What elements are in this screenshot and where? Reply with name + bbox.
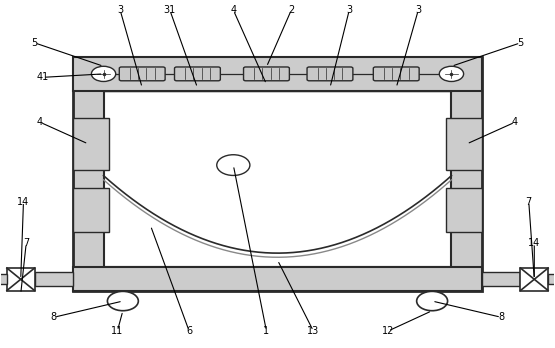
- Bar: [446, 188, 482, 232]
- Text: 41: 41: [37, 72, 49, 82]
- Text: 3: 3: [415, 5, 421, 15]
- Circle shape: [440, 66, 463, 81]
- Bar: [73, 188, 109, 232]
- Text: 4: 4: [37, 117, 43, 127]
- Bar: [0, 274, 7, 284]
- Text: 3: 3: [346, 5, 352, 15]
- Circle shape: [217, 155, 250, 175]
- Text: 6: 6: [186, 326, 192, 336]
- Bar: [73, 118, 109, 171]
- Bar: [548, 274, 555, 284]
- Circle shape: [92, 66, 115, 81]
- Text: 2: 2: [288, 5, 295, 15]
- Bar: [104, 91, 451, 267]
- Circle shape: [108, 291, 138, 311]
- FancyBboxPatch shape: [119, 67, 165, 81]
- Text: 1: 1: [264, 326, 270, 336]
- Text: 4: 4: [512, 117, 518, 127]
- Text: 31: 31: [164, 5, 176, 15]
- Text: 12: 12: [382, 326, 394, 336]
- FancyBboxPatch shape: [374, 67, 419, 81]
- Text: 7: 7: [23, 238, 29, 248]
- Text: 5: 5: [517, 38, 523, 48]
- Circle shape: [417, 291, 447, 311]
- Bar: [482, 272, 521, 286]
- Text: 8: 8: [498, 312, 504, 322]
- Bar: [73, 57, 482, 91]
- Text: 5: 5: [32, 38, 38, 48]
- Text: 14: 14: [528, 238, 541, 248]
- Text: 4: 4: [230, 5, 236, 15]
- Bar: [7, 268, 34, 291]
- Bar: [34, 272, 73, 286]
- Bar: [73, 267, 482, 291]
- FancyBboxPatch shape: [174, 67, 220, 81]
- Text: 8: 8: [51, 312, 57, 322]
- Text: 14: 14: [17, 197, 29, 207]
- Bar: [73, 57, 482, 291]
- Text: 7: 7: [526, 197, 532, 207]
- Text: 13: 13: [307, 326, 320, 336]
- Text: 3: 3: [117, 5, 123, 15]
- FancyBboxPatch shape: [244, 67, 289, 81]
- Bar: [521, 268, 548, 291]
- Text: 11: 11: [111, 326, 123, 336]
- Bar: [446, 118, 482, 171]
- FancyBboxPatch shape: [307, 67, 353, 81]
